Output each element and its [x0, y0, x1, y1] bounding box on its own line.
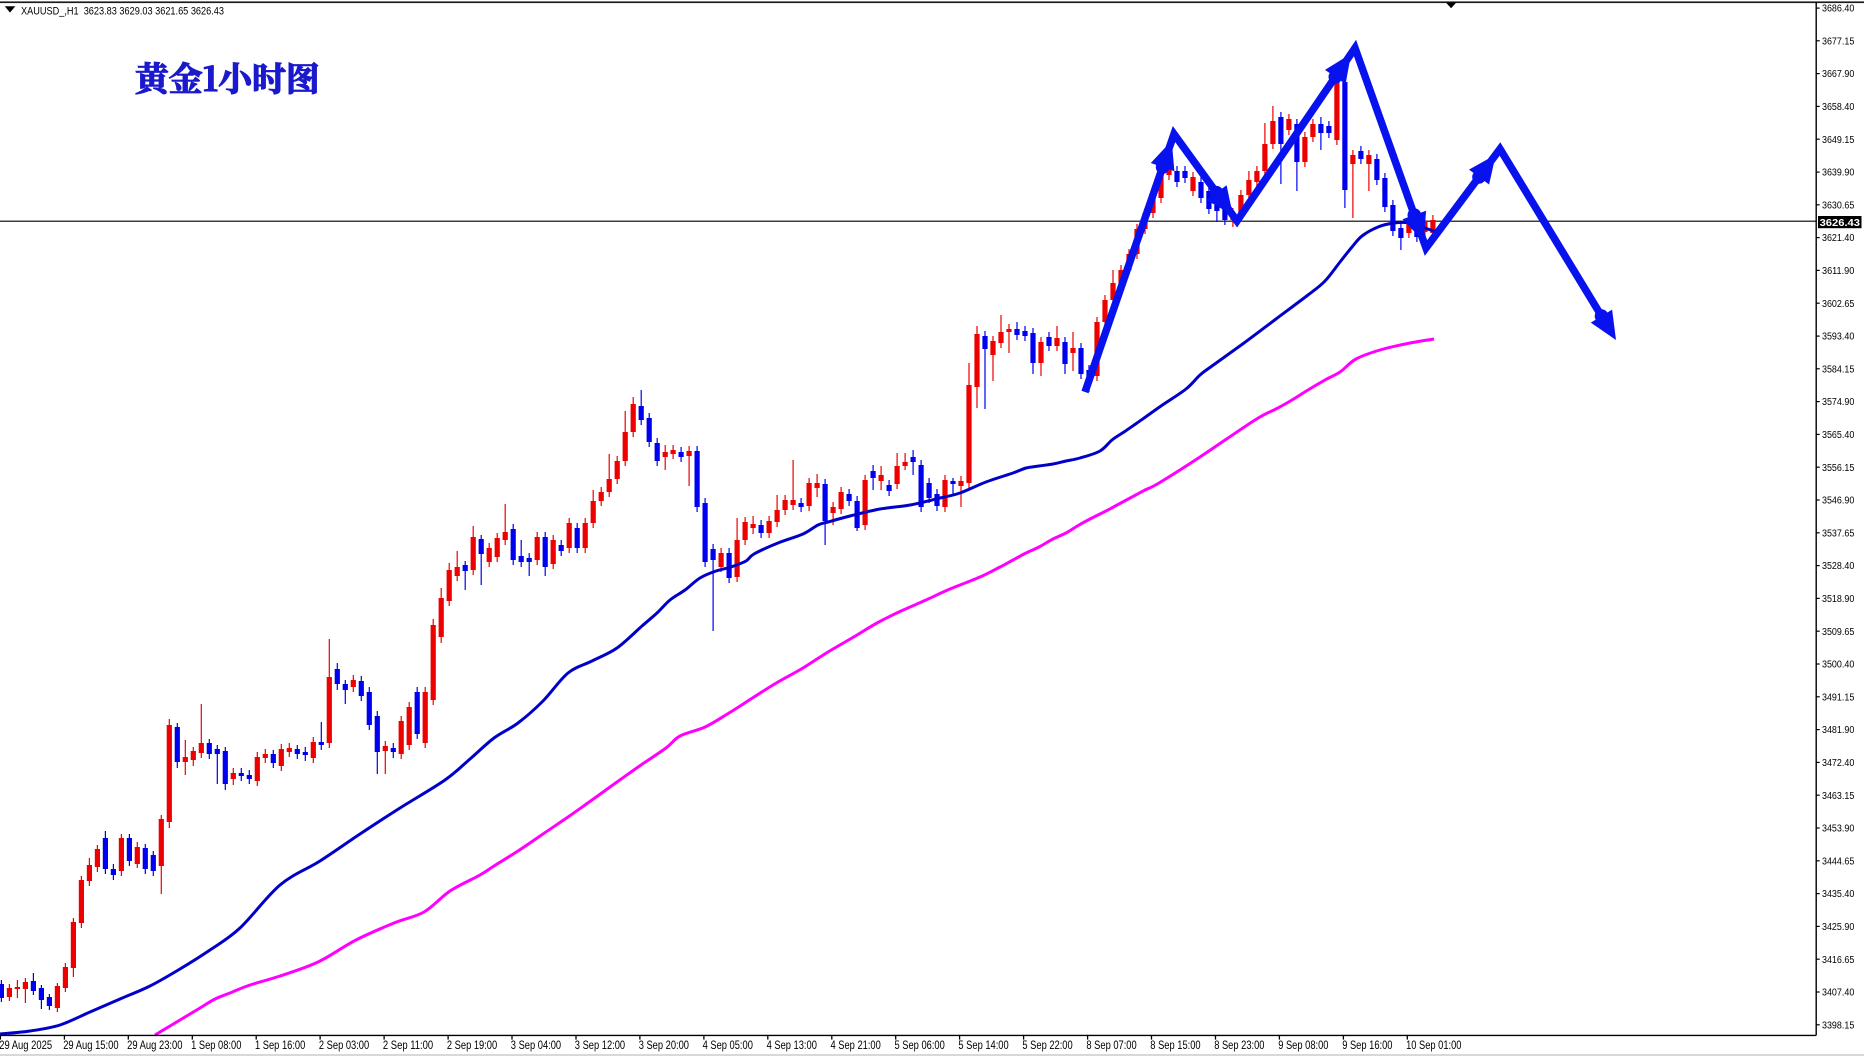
svg-text:3500.40: 3500.40	[1822, 660, 1855, 671]
svg-text:8 Sep 23:00: 8 Sep 23:00	[1214, 1038, 1265, 1052]
svg-text:8 Sep 07:00: 8 Sep 07:00	[1086, 1038, 1137, 1052]
svg-text:3630.65: 3630.65	[1822, 200, 1855, 211]
svg-text:5 Sep 14:00: 5 Sep 14:00	[958, 1038, 1009, 1052]
svg-text:3593.40: 3593.40	[1822, 332, 1855, 343]
svg-text:3574.90: 3574.90	[1822, 397, 1855, 408]
svg-text:3425.90: 3425.90	[1822, 922, 1855, 933]
svg-text:5 Sep 22:00: 5 Sep 22:00	[1022, 1038, 1073, 1052]
svg-text:3435.40: 3435.40	[1822, 889, 1855, 900]
svg-text:3686.40: 3686.40	[1822, 4, 1855, 15]
svg-text:4 Sep 05:00: 4 Sep 05:00	[703, 1038, 754, 1052]
svg-text:3537.65: 3537.65	[1822, 528, 1855, 539]
svg-text:4 Sep 21:00: 4 Sep 21:00	[831, 1038, 882, 1052]
svg-text:2 Sep 11:00: 2 Sep 11:00	[383, 1038, 434, 1052]
svg-text:3463.15: 3463.15	[1822, 791, 1855, 802]
svg-text:3528.40: 3528.40	[1822, 561, 1855, 572]
svg-text:4 Sep 13:00: 4 Sep 13:00	[767, 1038, 818, 1052]
svg-text:3621.40: 3621.40	[1822, 233, 1855, 244]
svg-text:3556.15: 3556.15	[1822, 463, 1855, 474]
svg-text:3677.15: 3677.15	[1822, 36, 1855, 47]
svg-text:3472.40: 3472.40	[1822, 758, 1855, 769]
svg-text:3565.40: 3565.40	[1822, 430, 1855, 441]
svg-text:3658.40: 3658.40	[1822, 102, 1855, 113]
svg-text:XAUUSD_,H1 3623.83 3629.03 36: XAUUSD_,H1 3623.83 3629.03 3621.65 3626.…	[21, 5, 224, 17]
svg-text:1 Sep 16:00: 1 Sep 16:00	[255, 1038, 306, 1052]
svg-text:3 Sep 12:00: 3 Sep 12:00	[575, 1038, 626, 1052]
svg-text:3602.65: 3602.65	[1822, 299, 1855, 310]
svg-text:3398.15: 3398.15	[1822, 1020, 1855, 1031]
svg-text:3546.90: 3546.90	[1822, 496, 1855, 507]
svg-text:29 Aug 15:00: 29 Aug 15:00	[63, 1038, 119, 1052]
svg-text:8 Sep 15:00: 8 Sep 15:00	[1150, 1038, 1201, 1052]
svg-text:3453.90: 3453.90	[1822, 824, 1855, 835]
svg-text:3518.90: 3518.90	[1822, 594, 1855, 605]
svg-text:3407.40: 3407.40	[1822, 988, 1855, 999]
svg-text:3639.90: 3639.90	[1822, 168, 1855, 179]
svg-text:3 Sep 04:00: 3 Sep 04:00	[511, 1038, 562, 1052]
svg-text:2 Sep 19:00: 2 Sep 19:00	[447, 1038, 498, 1052]
svg-text:5 Sep 06:00: 5 Sep 06:00	[895, 1038, 946, 1052]
svg-text:3626.43: 3626.43	[1820, 218, 1861, 229]
svg-text:2 Sep 03:00: 2 Sep 03:00	[319, 1038, 370, 1052]
svg-text:3649.15: 3649.15	[1822, 135, 1855, 146]
svg-text:3491.15: 3491.15	[1822, 692, 1855, 703]
svg-text:29 Aug 23:00: 29 Aug 23:00	[127, 1038, 183, 1052]
svg-text:3509.65: 3509.65	[1822, 627, 1855, 638]
svg-text:3667.90: 3667.90	[1822, 69, 1855, 80]
svg-text:1 Sep 08:00: 1 Sep 08:00	[191, 1038, 242, 1052]
svg-text:3481.90: 3481.90	[1822, 725, 1855, 736]
svg-text:3611.90: 3611.90	[1822, 266, 1855, 277]
svg-text:3444.65: 3444.65	[1822, 856, 1855, 867]
svg-text:9 Sep 16:00: 9 Sep 16:00	[1342, 1038, 1393, 1052]
svg-text:10 Sep 01:00: 10 Sep 01:00	[1406, 1038, 1462, 1052]
svg-text:29 Aug 2025: 29 Aug 2025	[0, 1038, 52, 1052]
svg-text:3584.15: 3584.15	[1822, 364, 1855, 375]
svg-text:9 Sep 08:00: 9 Sep 08:00	[1278, 1038, 1329, 1052]
svg-text:3 Sep 20:00: 3 Sep 20:00	[639, 1038, 690, 1052]
svg-text:3416.65: 3416.65	[1822, 955, 1855, 966]
